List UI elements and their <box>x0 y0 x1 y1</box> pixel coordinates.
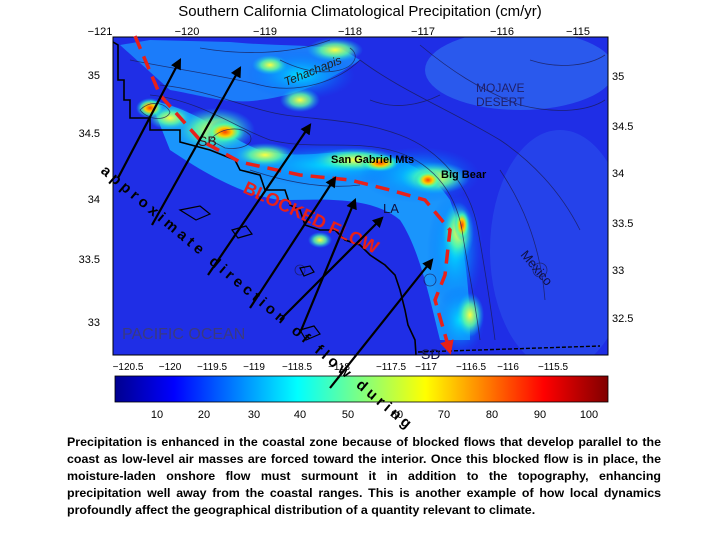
bottom-tick: −116 <box>497 362 519 373</box>
top-tick: −116 <box>490 26 514 38</box>
colorbar-tick: 60 <box>391 409 403 421</box>
right-tick: 34.5 <box>612 121 633 133</box>
left-tick: 34 <box>88 194 100 206</box>
blocked-flow-arrows <box>133 35 454 355</box>
caption: Precipitation is enhanced in the coastal… <box>67 435 661 517</box>
bottom-tick: −117 <box>415 362 437 373</box>
colorbar-tick: 50 <box>342 409 354 421</box>
right-tick: 35 <box>612 71 624 83</box>
label-san-gabriel: San Gabriel Mts <box>331 154 414 166</box>
bottom-tick: −120 <box>159 362 182 373</box>
colorbar <box>114 375 609 403</box>
label-mojave: MOJAVE <box>476 81 524 95</box>
top-tick: −117 <box>411 26 435 38</box>
label-pacific-ocean: PACIFIC OCEAN <box>122 326 245 343</box>
right-tick: 33 <box>612 265 624 277</box>
colorbar-tick: 100 <box>580 409 598 421</box>
label-la: LA <box>383 201 399 216</box>
label-sd: SD <box>421 346 440 362</box>
map-panel <box>113 37 608 355</box>
top-tick: −121 <box>88 26 113 38</box>
top-tick: −119 <box>253 26 277 38</box>
right-tick: 33.5 <box>612 218 633 230</box>
bottom-tick: −115.5 <box>538 362 569 373</box>
top-tick: −118 <box>338 26 362 38</box>
top-tick: −120 <box>175 26 200 38</box>
bottom-tick: −118 <box>328 362 350 373</box>
label-desert: DESERT <box>476 95 525 109</box>
colorbar-tick: 40 <box>294 409 306 421</box>
right-tick: 34 <box>612 168 624 180</box>
colorbar-tick: 90 <box>534 409 546 421</box>
label-big-bear: Big Bear <box>441 169 487 181</box>
bottom-tick: −118.5 <box>282 362 313 373</box>
bottom-tick: −117.5 <box>376 362 407 373</box>
bottom-tick: −116.5 <box>456 362 487 373</box>
map-title: Southern California Climatological Preci… <box>178 3 542 20</box>
bottom-tick: −119 <box>243 362 265 373</box>
colorbar-tick: 70 <box>438 409 450 421</box>
colorbar-tick: 20 <box>198 409 210 421</box>
top-tick: −115 <box>566 26 590 38</box>
bottom-tick: −119.5 <box>197 362 228 373</box>
left-tick: 35 <box>88 70 100 82</box>
colorbar-tick: 10 <box>151 409 163 421</box>
onshore-flow-arrows <box>117 58 434 389</box>
precipitation-map: −121 −120 −119 −118 −117 −116 −115 35 34… <box>79 26 634 430</box>
left-tick: 33.5 <box>79 254 100 266</box>
right-tick: 32.5 <box>612 313 633 325</box>
colorbar-tick: 30 <box>248 409 260 421</box>
bottom-tick: −120.5 <box>113 362 144 373</box>
colorbar-tick: 80 <box>486 409 498 421</box>
left-tick: 34.5 <box>79 128 100 140</box>
left-tick: 33 <box>88 317 100 329</box>
